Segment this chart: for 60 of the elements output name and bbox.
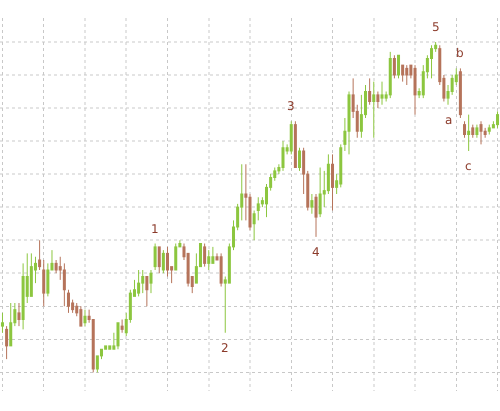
candlestick — [467, 114, 470, 152]
candlestick — [0, 312, 4, 334]
candlestick — [203, 243, 206, 268]
candlestick — [66, 289, 70, 314]
candlestick — [475, 124, 478, 138]
candlestick — [310, 193, 314, 214]
candlestick — [294, 120, 297, 168]
candlestick — [17, 302, 20, 327]
annotation: 4 — [312, 245, 320, 259]
annotation: 5 — [432, 20, 440, 34]
candlestick — [145, 276, 148, 307]
candlestick — [162, 250, 165, 274]
candlestick — [318, 167, 322, 218]
annotation: 3 — [287, 99, 295, 113]
candlestick — [256, 196, 260, 221]
candlestick — [430, 44, 434, 79]
candlestick — [376, 91, 380, 109]
candlestick — [368, 78, 372, 106]
candlestick — [471, 124, 474, 138]
candlestick — [38, 240, 42, 270]
candlestick — [331, 154, 334, 211]
candlestick — [154, 243, 157, 270]
candlestick — [388, 51, 392, 99]
candlestick — [488, 124, 491, 135]
candlestick — [290, 120, 293, 155]
candlestick — [5, 326, 8, 360]
candlestick — [372, 81, 376, 138]
candlestick — [496, 110, 500, 128]
candlestick — [120, 318, 124, 334]
candlestick — [158, 246, 161, 274]
candlestick — [414, 64, 417, 116]
candlestick — [298, 147, 302, 172]
candlestick — [141, 269, 144, 294]
candlestick — [380, 81, 384, 106]
annotation: 2 — [221, 341, 229, 355]
candlestick — [281, 140, 285, 172]
candlestick — [480, 120, 483, 145]
candlestick — [207, 250, 210, 270]
candlestick — [458, 68, 462, 118]
candlestick — [79, 306, 82, 327]
annotation: 1 — [151, 222, 159, 236]
candlestick — [220, 252, 223, 287]
candlestick — [42, 260, 46, 307]
candlestick — [463, 120, 466, 138]
candlestick — [137, 269, 140, 297]
candlestick — [397, 54, 400, 79]
annotation: c — [465, 159, 472, 173]
candlestick — [83, 309, 86, 327]
candlestick — [9, 302, 12, 346]
candlestick — [392, 54, 396, 79]
candlestick — [116, 322, 120, 350]
candlestick — [405, 64, 408, 86]
annotation: a — [445, 113, 452, 127]
candlestick — [252, 210, 256, 241]
annotation: b — [456, 46, 464, 60]
candlestick — [314, 193, 318, 238]
candlestick — [149, 269, 152, 294]
candlestick — [348, 91, 351, 155]
candlestick — [174, 243, 178, 270]
candlestick — [401, 64, 404, 82]
